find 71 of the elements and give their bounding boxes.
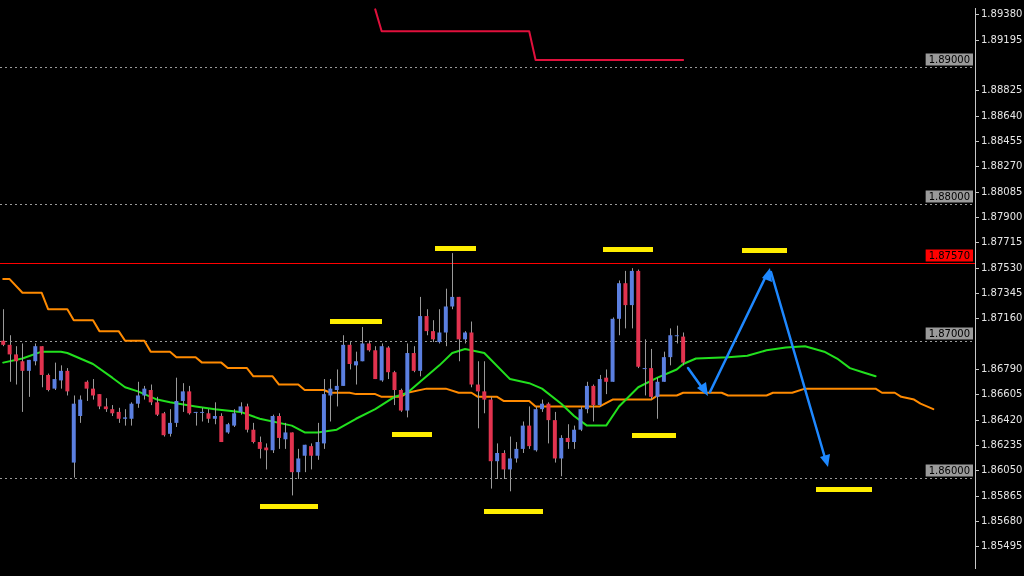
candlestick [155,396,160,417]
candlestick [58,364,63,390]
candlestick [315,422,320,461]
candlestick [187,385,192,416]
y-tick-label: 1.87160 [981,312,1023,324]
candlestick [148,384,153,406]
y-tick-label: 1.88270 [981,160,1023,172]
candlestick [277,412,282,450]
candlestick [193,411,198,427]
candlestick [584,381,589,414]
candlestick [84,379,89,402]
ref-line-label: 1.89000 [928,53,971,65]
candlestick [244,403,249,433]
candlestick [251,422,256,444]
candlestick [623,270,628,329]
candlestick [174,377,179,428]
y-tick-label: 1.87900 [981,211,1023,223]
y-tick-label: 1.88825 [981,84,1023,96]
candlestick [26,359,31,398]
candlestick [482,360,487,414]
candlestick [334,368,339,407]
candlestick [565,423,570,450]
candlestick [546,401,551,444]
candlestick [161,411,166,438]
y-tick-label: 1.87715 [981,236,1023,248]
ref-line-label: 1.87000 [928,327,971,339]
y-tick-label: 1.88455 [981,135,1023,147]
candlestick [655,377,660,420]
candlestick [520,421,525,454]
candlestick [302,444,307,473]
candlestick [309,442,314,470]
candlestick [14,345,19,386]
candlestick [180,382,185,413]
candlestick [527,405,532,450]
candlestick [572,425,577,450]
candlestick [78,394,83,424]
candlestick [52,362,57,391]
ref-line-label: 1.87570 [928,249,971,261]
y-tick-label: 1.85680 [981,515,1023,527]
candlestick [212,401,217,425]
candlestick [283,422,288,450]
y-tick-label: 1.87530 [981,261,1023,273]
y-tick-label: 1.88640 [981,109,1023,121]
candlestick [450,252,455,310]
y-tick-label: 1.85495 [981,540,1023,552]
ref-line-label: 1.88000 [928,190,971,202]
candlestick [20,342,25,413]
candlestick [514,441,519,464]
y-tick-label: 1.89380 [981,8,1023,20]
candlestick [398,388,403,413]
candlestick [411,345,416,373]
y-tick-label: 1.86605 [981,388,1023,400]
candlestick [591,384,596,422]
candlestick [354,351,358,386]
candlestick [424,308,429,336]
candlestick [257,436,262,459]
ref-line-label: 1.86000 [928,464,971,476]
y-tick-label: 1.87345 [981,287,1023,299]
y-tick-label: 1.86420 [981,413,1023,425]
y-tick-label: 1.88085 [981,185,1023,197]
candlestick [123,408,128,427]
candlestick [559,434,564,477]
candlestick [135,381,140,409]
y-tick-label: 1.85865 [981,489,1023,501]
y-tick-label: 1.86235 [981,439,1023,451]
candlestick [604,368,609,395]
candlestick [168,408,172,438]
y-tick-label: 1.86050 [981,464,1023,476]
y-tick-label: 1.86790 [981,363,1023,375]
y-tick-label: 1.89195 [981,33,1023,45]
candlestick [65,367,70,396]
